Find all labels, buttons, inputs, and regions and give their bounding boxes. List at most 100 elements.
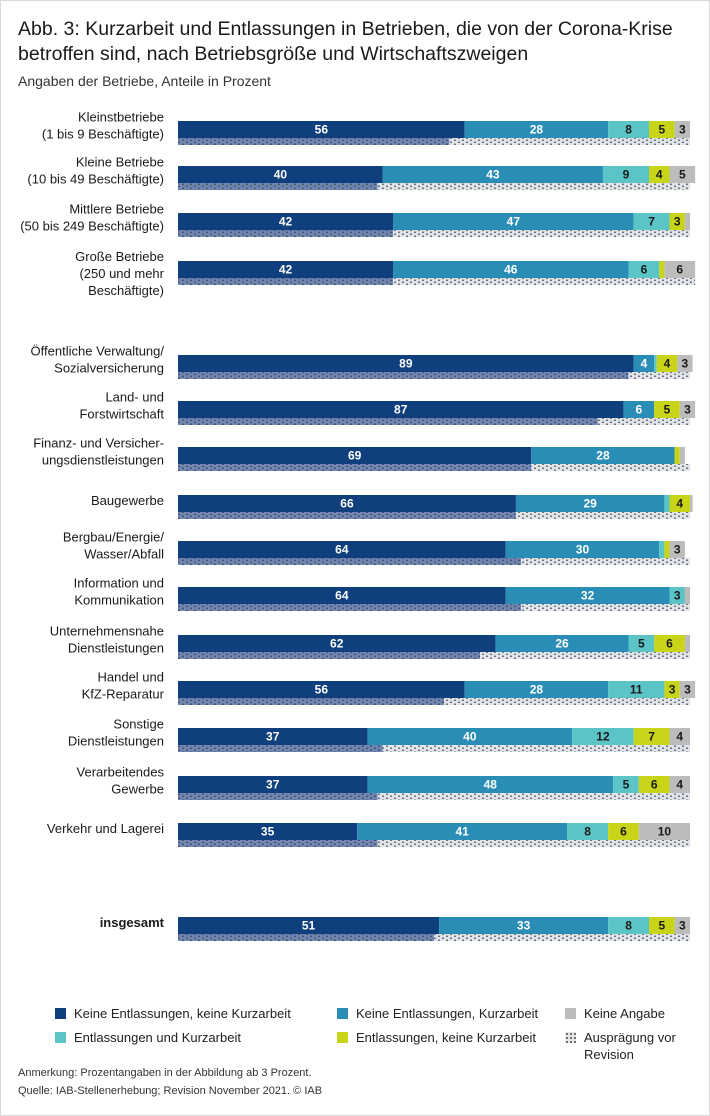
- bar-segment-keine-entl-ka: [464, 681, 609, 698]
- data-label: 3: [674, 589, 681, 603]
- bar-row: 62 26 5 6: [178, 635, 690, 659]
- data-label: 12: [596, 730, 610, 744]
- bar-segment-keine-angabe: [690, 495, 693, 512]
- pre-revision-dots: [643, 745, 670, 752]
- data-label: 6: [641, 263, 648, 277]
- pre-revision-dots: [643, 793, 675, 800]
- data-label: 4: [641, 357, 648, 371]
- pre-revision-dots: [178, 183, 378, 190]
- data-label: 3: [679, 919, 686, 933]
- bar-segment-keine-angabe: [669, 728, 690, 745]
- category-label: Verarbeitendes Gewerbe: [77, 765, 165, 797]
- bar-segment-keine-entl-ka: [464, 121, 609, 138]
- pre-revision-dots: [377, 183, 603, 190]
- category-label: Handel und KfZ-Reparatur: [82, 670, 165, 702]
- bar-row: 89 4 4 3: [178, 355, 693, 379]
- data-label: 9: [623, 168, 630, 182]
- pre-revision-dots: [674, 418, 690, 425]
- bar-segment-keine-entl-keine-ka: [178, 447, 532, 464]
- pre-revision-dots: [377, 793, 619, 800]
- bar-segment-keine-angabe: [684, 635, 690, 652]
- pre-revision-dots: [674, 558, 680, 565]
- pre-revision-dots: [521, 558, 670, 565]
- data-label: 3: [684, 403, 691, 417]
- pre-revision-dots: [679, 558, 690, 565]
- data-label: 7: [648, 730, 655, 744]
- data-label: 30: [576, 543, 590, 557]
- pre-revision-dots: [643, 840, 690, 847]
- data-label: 41: [455, 825, 469, 839]
- data-label: 8: [625, 919, 632, 933]
- data-label: 69: [348, 449, 362, 463]
- pre-revision-dots: [628, 372, 655, 379]
- category-label: Kleinstbetriebe (1 bis 9 Beschäftigte): [42, 110, 164, 142]
- pre-revision-dots: [178, 698, 445, 705]
- data-label: 7: [648, 215, 655, 229]
- pre-revision-dots: [674, 464, 680, 471]
- bar-segment-entl-und-ka: [602, 166, 650, 183]
- bar-row: 64 30 3: [178, 541, 690, 565]
- pre-revision-dots: [649, 934, 675, 941]
- bar-segment-keine-entl-keine-ka: [178, 541, 506, 558]
- pre-revision-dots: [618, 793, 644, 800]
- bar-segment-keine-entl-ka: [633, 355, 655, 372]
- bar-segment-keine-entl-keine-ka: [178, 213, 394, 230]
- pre-revision-dots: [659, 698, 675, 705]
- pre-revision-dots: [679, 652, 690, 659]
- bar-segment-entl-und-ka: [633, 213, 670, 230]
- data-label: 5: [664, 403, 671, 417]
- data-label: 28: [530, 123, 544, 137]
- pre-revision-dots: [679, 464, 685, 471]
- bar-row: 37 48 5 6 4: [178, 776, 690, 800]
- pre-revision-dots: [480, 652, 619, 659]
- bar-segment-entl-keine-ka: [649, 917, 675, 934]
- data-label: 26: [555, 637, 569, 651]
- bar-row: 87 6 5 3: [178, 401, 696, 425]
- bar-segment-keine-entl-keine-ka: [178, 166, 383, 183]
- category-label: Finanz- und Versicher-ungsdienstleistung…: [33, 436, 164, 468]
- pre-revision-dots: [674, 698, 690, 705]
- data-label: 6: [666, 637, 673, 651]
- data-label: 5: [679, 168, 686, 182]
- data-label: 28: [596, 449, 610, 463]
- bar-segment-entl-keine-ka: [674, 447, 680, 464]
- bar-segment-keine-entl-keine-ka: [178, 261, 394, 278]
- bar-row: 66 29 4: [178, 495, 693, 519]
- legend-swatch: [565, 1008, 576, 1019]
- pre-revision-dots: [669, 230, 685, 237]
- pre-revision-dots: [659, 418, 675, 425]
- category-label: Verkehr und Lagerei: [47, 821, 164, 836]
- bar-segment-keine-angabe: [674, 121, 690, 138]
- bar-segment-keine-entl-keine-ka: [178, 587, 506, 604]
- pre-revision-dots: [377, 840, 568, 847]
- bar-segment-entl-und-ka: [608, 681, 665, 698]
- chart-subtitle: Angaben der Betriebe, Anteile in Prozent: [18, 73, 271, 89]
- pre-revision-dots: [178, 934, 434, 941]
- bar-segment-keine-angabe: [669, 776, 690, 793]
- category-label: Mittlere Betriebe (50 bis 249 Beschäftigt…: [20, 202, 164, 234]
- bar-segment-entl-und-ka: [608, 917, 650, 934]
- category-label: Kleine Betriebe (10 bis 49 Beschäftigte): [27, 155, 164, 187]
- data-label: 5: [658, 919, 665, 933]
- pre-revision-dots: [608, 138, 650, 145]
- chart-title: Abb. 3: Kurzarbeit und Entlassungen in B…: [18, 18, 673, 65]
- bar-segment-entl-keine-ka: [656, 355, 678, 372]
- data-label: 89: [399, 357, 413, 371]
- data-label: 56: [315, 123, 329, 137]
- bar-segment-keine-entl-ka: [505, 587, 670, 604]
- bar-row: 35 41 8 6 10: [178, 823, 690, 847]
- bar-segment-entl-keine-ka: [654, 401, 680, 418]
- pre-revision-dots: [515, 512, 665, 519]
- data-label: 6: [635, 403, 642, 417]
- bar-segment-keine-entl-ka: [505, 541, 660, 558]
- bar-segment-keine-entl-keine-ka: [178, 495, 516, 512]
- bar-segment-keine-angabe: [679, 401, 696, 418]
- pre-revision-dots: [178, 372, 629, 379]
- bar-segment-keine-entl-keine-ka: [178, 681, 465, 698]
- bar-segment-keine-entl-keine-ka: [178, 355, 634, 372]
- data-label: 32: [581, 589, 595, 603]
- bar-segment-keine-angabe: [679, 681, 696, 698]
- data-label: 56: [315, 683, 329, 697]
- bar-segment-keine-entl-keine-ka: [178, 401, 624, 418]
- bar-segment-keine-entl-ka: [382, 166, 603, 183]
